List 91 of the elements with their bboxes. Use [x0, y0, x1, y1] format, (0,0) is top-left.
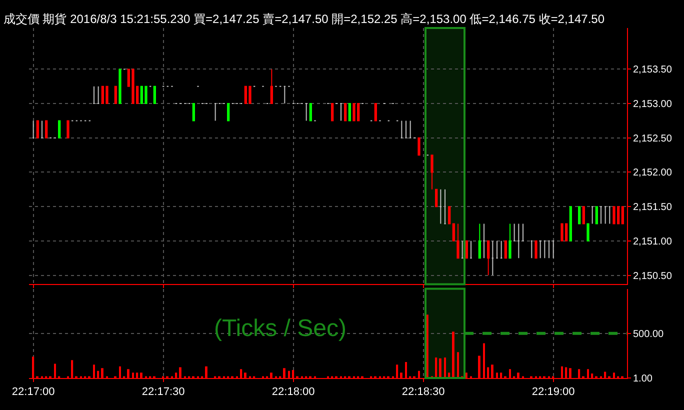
candlestick — [248, 86, 252, 104]
candlestick — [132, 68, 134, 104]
candlestick — [331, 103, 334, 122]
y-tick-label: 2,152.00 — [633, 168, 672, 179]
candlestick — [92, 86, 96, 104]
candlestick — [478, 223, 481, 259]
candlestick — [604, 206, 607, 224]
candlestick — [270, 68, 273, 104]
candlestick — [539, 240, 542, 259]
candlestick — [305, 103, 308, 122]
x-tick-label: 22:19:00 — [532, 386, 575, 398]
bar — [452, 332, 454, 378]
candlestick — [309, 103, 312, 122]
candlestick — [595, 206, 598, 224]
candlestick — [491, 240, 494, 276]
x-tick-label: 22:18:00 — [272, 386, 315, 398]
candlestick — [400, 120, 403, 138]
candlestick — [192, 103, 195, 122]
candlestick — [118, 68, 122, 104]
candlestick — [404, 120, 408, 138]
candlestick — [534, 240, 538, 259]
candlestick — [58, 120, 61, 138]
candlestick — [352, 103, 356, 122]
candlestick — [621, 206, 624, 224]
candlestick — [36, 120, 39, 138]
candlestick — [448, 206, 451, 224]
candlestick — [344, 103, 347, 122]
candlestick — [582, 206, 585, 224]
candlestick — [114, 86, 117, 104]
y-tick-label: 1.00 — [633, 373, 653, 384]
x-tick-label: 22:18:30 — [402, 386, 445, 398]
candlestick — [530, 240, 533, 259]
candlestick — [409, 120, 412, 138]
y-tick-label: 2,153.00 — [633, 99, 672, 110]
candlestick — [465, 240, 468, 259]
bar — [435, 357, 438, 378]
candlestick — [487, 240, 490, 276]
candlestick — [45, 120, 48, 138]
candlestick — [340, 103, 342, 122]
candlestick — [227, 103, 230, 122]
candlestick — [444, 188, 446, 224]
y-tick-label: 2,153.50 — [633, 64, 672, 76]
candlestick — [513, 223, 516, 242]
x-tick-label: 22:17:00 — [12, 386, 55, 398]
candlestick — [569, 206, 572, 242]
candlestick — [32, 120, 35, 138]
candlestick — [106, 86, 108, 104]
candlestick — [548, 240, 550, 259]
candlestick — [348, 103, 351, 122]
candlestick — [97, 86, 100, 104]
candlestick — [522, 223, 524, 242]
candlestick — [374, 103, 377, 122]
chart-title: 成交價 期貨 2016/8/3 15:21:55.230 買=2,147.25 賣=2,147.50 開=2,152.25 高=2,153.00 低=2,146.75 收=2,147.50 — [3, 12, 605, 26]
y-tick-label: 500.00 — [633, 328, 664, 340]
candlestick — [500, 240, 503, 259]
candlestick — [612, 206, 616, 224]
candlestick — [153, 86, 156, 104]
candlestick — [214, 103, 217, 122]
candlestick — [430, 154, 434, 190]
candlestick — [144, 86, 148, 104]
candlestick — [504, 240, 507, 259]
candlestick — [608, 206, 611, 224]
candlestick — [578, 206, 581, 224]
candlestick — [283, 86, 286, 104]
candlestick — [456, 223, 460, 259]
candlestick — [439, 188, 442, 224]
y-tick-label: 2,150.50 — [633, 270, 672, 282]
y-tick-label: 2,151.50 — [633, 202, 672, 214]
candlestick — [552, 240, 555, 259]
y-tick-label: 2,151.00 — [633, 236, 672, 248]
candlestick — [496, 240, 498, 259]
x-tick-label: 22:17:30 — [142, 386, 185, 398]
candlestick — [508, 223, 512, 259]
y-tick-label: 2,152.50 — [633, 133, 672, 144]
candlestick — [586, 223, 590, 242]
candlestick — [543, 240, 546, 259]
candlestick — [470, 240, 472, 259]
candlestick — [461, 240, 464, 259]
candlestick — [418, 137, 420, 156]
annotation: (Ticks / Sec) — [214, 315, 346, 342]
candlestick — [482, 223, 486, 259]
candlestick — [591, 206, 594, 224]
bar — [439, 358, 442, 378]
candlestick — [600, 206, 602, 224]
candlestick — [560, 223, 564, 242]
candlestick — [66, 120, 70, 138]
candlestick — [435, 188, 438, 208]
bar — [457, 352, 459, 378]
bar — [444, 357, 446, 378]
candlestick — [517, 223, 520, 259]
candlestick — [40, 120, 44, 138]
